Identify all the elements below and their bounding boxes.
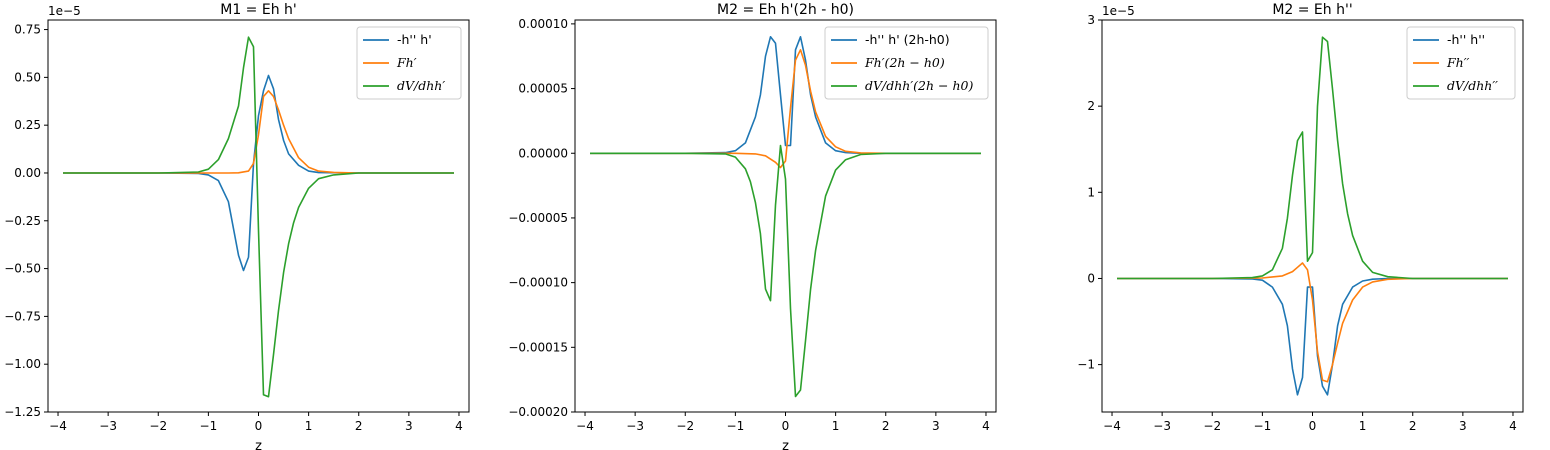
series-line-3 bbox=[63, 36, 454, 398]
series-line-1 bbox=[590, 35, 981, 155]
y-tick-label: −1.00 bbox=[4, 357, 41, 371]
x-tick-label: 2 bbox=[355, 419, 363, 433]
chart-title: M2 = Eh h'' bbox=[1272, 2, 1352, 18]
y-tick-label: −0.50 bbox=[4, 262, 41, 276]
series-line-3 bbox=[590, 144, 981, 398]
chart-panel-3: −4 −3 −2 −1 0 1 2 3 4 −1 0 1 2 3 1e−5 M2 = Eh h'' -h'' h… bbox=[1077, 2, 1524, 433]
x-tick-label: 4 bbox=[1509, 419, 1517, 433]
x-tick-label: 3 bbox=[932, 419, 940, 433]
y-tick-label: −0.00015 bbox=[508, 340, 568, 354]
x-tick-label: −2 bbox=[676, 419, 694, 433]
x-tick-label: 4 bbox=[982, 419, 990, 433]
x-tick-label: 3 bbox=[405, 419, 413, 433]
y-tick-label: −0.00010 bbox=[508, 276, 568, 290]
chart-title: M1 = Eh h' bbox=[220, 2, 297, 18]
y-tick-label: 0.00000 bbox=[518, 146, 568, 160]
x-tick-label: −3 bbox=[626, 419, 644, 433]
x-tick-label: −4 bbox=[1103, 419, 1121, 433]
legend-entry-label: dV/dhh′′ bbox=[1447, 78, 1498, 93]
y-tick-label: 0.50 bbox=[14, 70, 41, 84]
y-tick-label: −0.25 bbox=[4, 214, 41, 228]
legend: -h'' h' Fh′ dV/dhh′ bbox=[356, 26, 462, 100]
legend-entry-label: -h'' h'' bbox=[1447, 32, 1485, 47]
chart-panel-1: −4 −3 −2 −1 0 1 2 3 4 −1.25 −1.00 −0.75 −0.50 −0.25 0.… bbox=[4, 2, 470, 450]
x-tick-label: 4 bbox=[455, 419, 463, 433]
x-axis-label: z bbox=[782, 439, 789, 450]
legend-entry-label: Fh′ bbox=[396, 55, 417, 70]
legend-box bbox=[1406, 26, 1516, 100]
x-tick-label: −4 bbox=[49, 419, 67, 433]
y-tick-label: 0.00010 bbox=[518, 17, 568, 31]
y-tick-label: 3 bbox=[1087, 13, 1095, 27]
x-tick-label: −2 bbox=[149, 419, 167, 433]
chart-panel-2: −4 −3 −2 −1 0 1 2 3 4 −0.00020 −0.00015 −0.00010 −0.… bbox=[508, 2, 997, 450]
x-tick-label: −1 bbox=[1254, 419, 1272, 433]
x-tick-label: 3 bbox=[1459, 419, 1467, 433]
series-line-3 bbox=[1117, 36, 1508, 280]
legend: -h'' h'' Fh′′ dV/dhh′′ bbox=[1406, 26, 1516, 100]
x-tick-label: 1 bbox=[305, 419, 313, 433]
series-line-1 bbox=[63, 74, 454, 272]
series-line-2 bbox=[1117, 262, 1508, 383]
x-tick-label: −1 bbox=[200, 419, 218, 433]
x-tick-label: −3 bbox=[1153, 419, 1171, 433]
legend-entry-label: dV/dhh′(2h − h0) bbox=[865, 78, 973, 93]
legend: -h'' h' (2h-h0) Fh′(2h − h0) dV/dhh′(2h − … bbox=[824, 26, 989, 100]
y-tick-label: 1 bbox=[1087, 185, 1095, 199]
y-tick-label: 2 bbox=[1087, 99, 1095, 113]
y-tick-label: 0.75 bbox=[14, 23, 41, 37]
y-tick-label: −0.75 bbox=[4, 309, 41, 323]
legend-box bbox=[356, 26, 462, 100]
legend-entry-label: -h'' h' (2h-h0) bbox=[865, 32, 950, 47]
legend-entry-label: Fh′(2h − h0) bbox=[864, 55, 945, 70]
x-tick-label: 0 bbox=[255, 419, 263, 433]
x-tick-label: −3 bbox=[99, 419, 117, 433]
y-tick-label: −0.00005 bbox=[508, 211, 568, 225]
y-offset-label: 1e−5 bbox=[48, 4, 81, 18]
series-line-2 bbox=[63, 90, 454, 174]
x-tick-label: 2 bbox=[1409, 419, 1417, 433]
x-tick-label: 1 bbox=[1359, 419, 1367, 433]
x-tick-label: −2 bbox=[1203, 419, 1221, 433]
x-tick-label: 2 bbox=[882, 419, 890, 433]
y-tick-label: −0.00020 bbox=[508, 405, 568, 419]
y-tick-label: −1 bbox=[1077, 358, 1095, 372]
x-tick-label: −1 bbox=[727, 419, 745, 433]
y-offset-label: 1e−5 bbox=[1102, 4, 1135, 18]
legend-entry-label: Fh′′ bbox=[1446, 55, 1470, 70]
x-tick-label: 0 bbox=[782, 419, 790, 433]
x-tick-label: 1 bbox=[832, 419, 840, 433]
legend-entry-label: -h'' h' bbox=[397, 32, 432, 47]
y-tick-label: −1.25 bbox=[4, 405, 41, 419]
legend-entry-label: dV/dhh′ bbox=[397, 78, 445, 93]
x-tick-label: −4 bbox=[576, 419, 594, 433]
series-line-2 bbox=[590, 48, 981, 169]
x-tick-label: 0 bbox=[1309, 419, 1317, 433]
y-tick-label: 0.00 bbox=[14, 166, 41, 180]
chart-title: M2 = Eh h'(2h - h0) bbox=[717, 2, 854, 18]
y-tick-label: 0.25 bbox=[14, 118, 41, 132]
legend-box bbox=[824, 26, 989, 100]
x-axis-label: z bbox=[255, 439, 262, 450]
y-tick-label: 0 bbox=[1087, 271, 1095, 285]
y-tick-label: 0.00005 bbox=[518, 82, 568, 96]
